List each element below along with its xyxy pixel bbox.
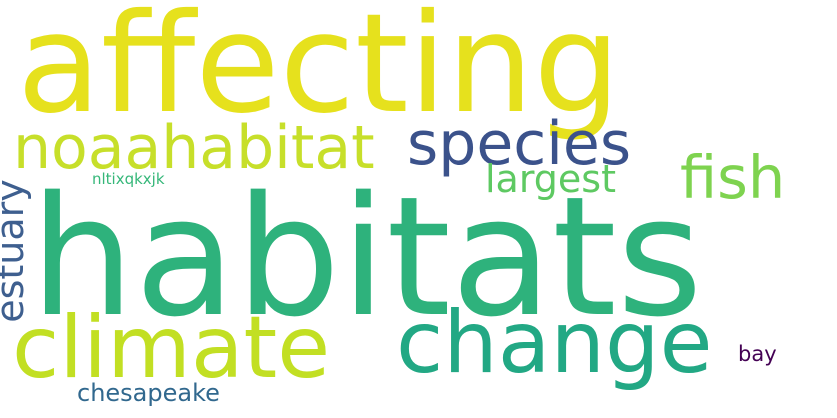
word-largest: largest bbox=[485, 157, 616, 201]
word-change: change bbox=[396, 293, 713, 393]
word-estuary: estuary bbox=[0, 179, 32, 323]
word-bay: bay bbox=[738, 342, 777, 366]
word-noaahabitat: noaahabitat bbox=[13, 113, 375, 183]
word-chesapeake: chesapeake bbox=[77, 379, 220, 407]
word-fish: fish bbox=[680, 143, 786, 212]
word-nltixqkxjk: nltixqkxjk bbox=[92, 170, 165, 188]
word-climate: climate bbox=[12, 298, 331, 398]
word-species: species bbox=[407, 109, 632, 179]
word-affecting: affecting bbox=[17, 0, 621, 144]
word-habitats: habitats bbox=[30, 161, 703, 353]
